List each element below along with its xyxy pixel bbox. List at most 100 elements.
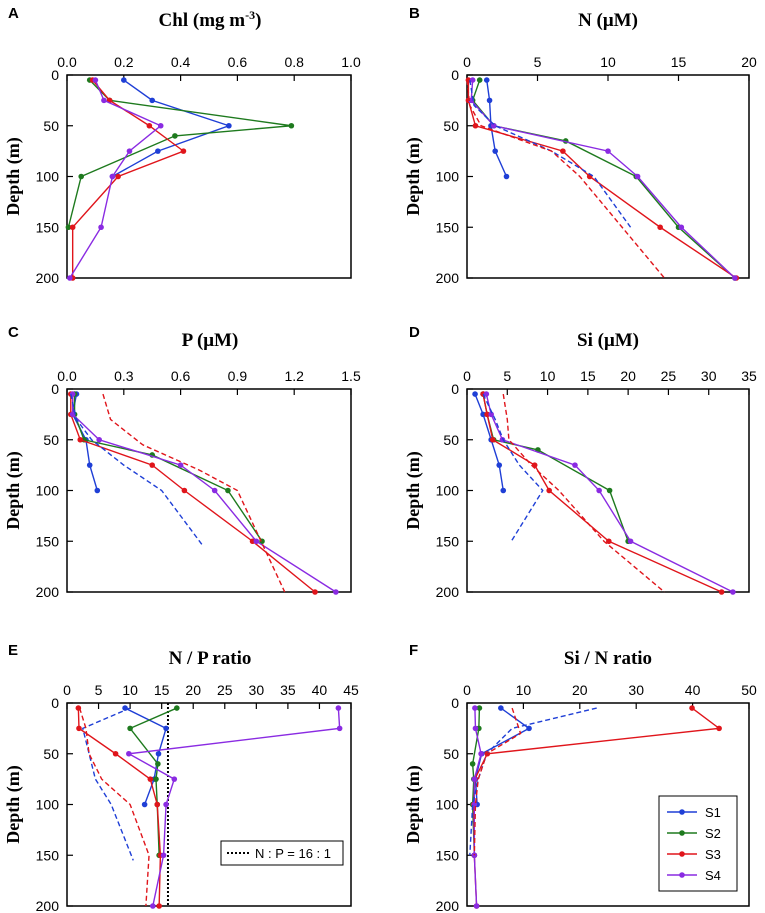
panel-letter: F bbox=[409, 642, 418, 659]
data-point-S3 bbox=[718, 589, 725, 595]
data-point-S3 bbox=[154, 801, 161, 808]
y-tick-label: 100 bbox=[36, 483, 60, 499]
data-point-S3 bbox=[147, 776, 154, 782]
x-tick-label: 0 bbox=[463, 54, 471, 70]
legend-marker-S3 bbox=[679, 851, 685, 857]
data-point-S4 bbox=[483, 391, 490, 397]
reference-legend-box bbox=[220, 840, 344, 866]
x-tick-label: 0.6 bbox=[171, 368, 191, 384]
x-tick-label: 15 bbox=[671, 54, 687, 70]
data-point-S3 bbox=[657, 224, 663, 231]
y-tick-label: 0 bbox=[451, 695, 459, 711]
panel-letter: A bbox=[8, 5, 19, 22]
plot-frame bbox=[66, 702, 352, 907]
x-tick-label: 30 bbox=[249, 682, 265, 698]
data-point-S4 bbox=[67, 275, 73, 281]
panel-title: Chl (mg m-3) bbox=[159, 8, 262, 31]
series-line-S3-dashed bbox=[466, 79, 665, 279]
data-point-S2 bbox=[65, 224, 72, 231]
y-tick-label: 0 bbox=[51, 695, 59, 711]
series-line-S2 bbox=[471, 708, 481, 856]
data-point-S4 bbox=[605, 148, 611, 154]
series-line-S1-dashed bbox=[81, 707, 134, 861]
y-tick-label: 200 bbox=[36, 584, 60, 600]
data-point-S1 bbox=[94, 487, 101, 494]
x-tick-label: 10 bbox=[122, 682, 138, 698]
x-tick-label: 0 bbox=[463, 368, 471, 384]
y-axis-label: Depth (m) bbox=[3, 451, 24, 530]
y-tick-label: 50 bbox=[443, 746, 459, 762]
data-point-S1 bbox=[486, 97, 493, 104]
x-tick-label: 0.0 bbox=[57, 54, 77, 70]
legend-label-S4: S4 bbox=[705, 868, 721, 883]
y-tick-label: 100 bbox=[436, 169, 460, 185]
x-tick-label: 5 bbox=[534, 54, 542, 70]
x-tick-label: 0.0 bbox=[57, 368, 77, 384]
data-point-S4 bbox=[333, 589, 339, 595]
data-point-S2 bbox=[225, 487, 231, 494]
data-point-S1 bbox=[472, 391, 478, 397]
data-point-S4 bbox=[469, 77, 476, 83]
x-tick-label: 40 bbox=[685, 682, 701, 698]
panel-E: E N / P ratio 0 5 10 15 20 25 30 35 40 45 0 50 100 150 2… bbox=[3, 642, 359, 913]
data-point-S2 bbox=[476, 77, 483, 83]
y-tick-label: 200 bbox=[436, 898, 460, 913]
plot-frame bbox=[466, 74, 750, 279]
series-line-S3-dashed bbox=[473, 707, 522, 856]
x-tick-label: 0.2 bbox=[114, 54, 134, 70]
y-tick-label: 200 bbox=[436, 270, 460, 286]
series-line-S3 bbox=[70, 394, 316, 593]
data-point-S4 bbox=[732, 275, 738, 281]
data-point-S3 bbox=[149, 462, 155, 468]
y-tick-label: 50 bbox=[43, 432, 59, 448]
y-tick-label: 150 bbox=[36, 219, 60, 235]
y-tick-label: 200 bbox=[36, 270, 60, 286]
panel-letter: D bbox=[409, 324, 420, 341]
y-tick-label: 0 bbox=[451, 67, 459, 83]
x-tick-label: 10 bbox=[516, 682, 532, 698]
legend-label-S1: S1 bbox=[705, 805, 721, 820]
panel-A: A Chl (mg m-3) 0.0 0.2 0.4 0.6 0.8 1.0 0 50 100 150… bbox=[3, 5, 361, 286]
data-point-S1 bbox=[483, 77, 490, 83]
data-point-S4 bbox=[335, 705, 342, 711]
x-tick-label: 10 bbox=[540, 368, 556, 384]
data-point-S1 bbox=[226, 122, 232, 129]
x-tick-label: 0.9 bbox=[228, 368, 248, 384]
data-point-S4 bbox=[157, 122, 164, 129]
y-tick-label: 50 bbox=[43, 746, 59, 762]
data-point-S1 bbox=[149, 97, 155, 104]
data-point-S3 bbox=[560, 148, 566, 154]
y-tick-label: 150 bbox=[36, 847, 60, 863]
x-tick-label: 0.4 bbox=[171, 54, 191, 70]
data-point-S4 bbox=[730, 589, 736, 595]
x-tick-label: 1.2 bbox=[284, 368, 304, 384]
data-point-S1 bbox=[155, 148, 161, 154]
x-tick-label: 35 bbox=[741, 368, 757, 384]
data-point-S4 bbox=[572, 462, 578, 468]
x-tick-label: 45 bbox=[343, 682, 359, 698]
series-line-S4 bbox=[470, 80, 736, 279]
data-point-S4 bbox=[101, 97, 107, 104]
data-point-S4 bbox=[336, 725, 343, 732]
series-line-S3-dashed bbox=[102, 393, 286, 593]
data-point-S1 bbox=[163, 725, 169, 732]
plot-frame bbox=[66, 388, 352, 593]
data-point-S1 bbox=[121, 77, 127, 83]
y-tick-label: 100 bbox=[436, 797, 460, 813]
data-point-S3 bbox=[489, 436, 496, 443]
series-line-S2 bbox=[471, 79, 736, 279]
data-point-S3 bbox=[180, 148, 187, 154]
data-point-S4 bbox=[171, 776, 178, 782]
data-point-S4 bbox=[472, 705, 478, 711]
data-point-S1 bbox=[496, 462, 503, 468]
data-point-S1 bbox=[86, 462, 93, 468]
data-point-S3 bbox=[181, 487, 188, 494]
y-tick-label: 100 bbox=[36, 797, 60, 813]
y-tick-label: 50 bbox=[43, 118, 59, 134]
series-line-S1-dashed bbox=[482, 393, 544, 542]
data-point-S2 bbox=[606, 487, 613, 494]
series-line-S1 bbox=[474, 707, 531, 805]
data-point-S4 bbox=[490, 122, 497, 129]
y-axis-label: Depth (m) bbox=[3, 137, 24, 216]
